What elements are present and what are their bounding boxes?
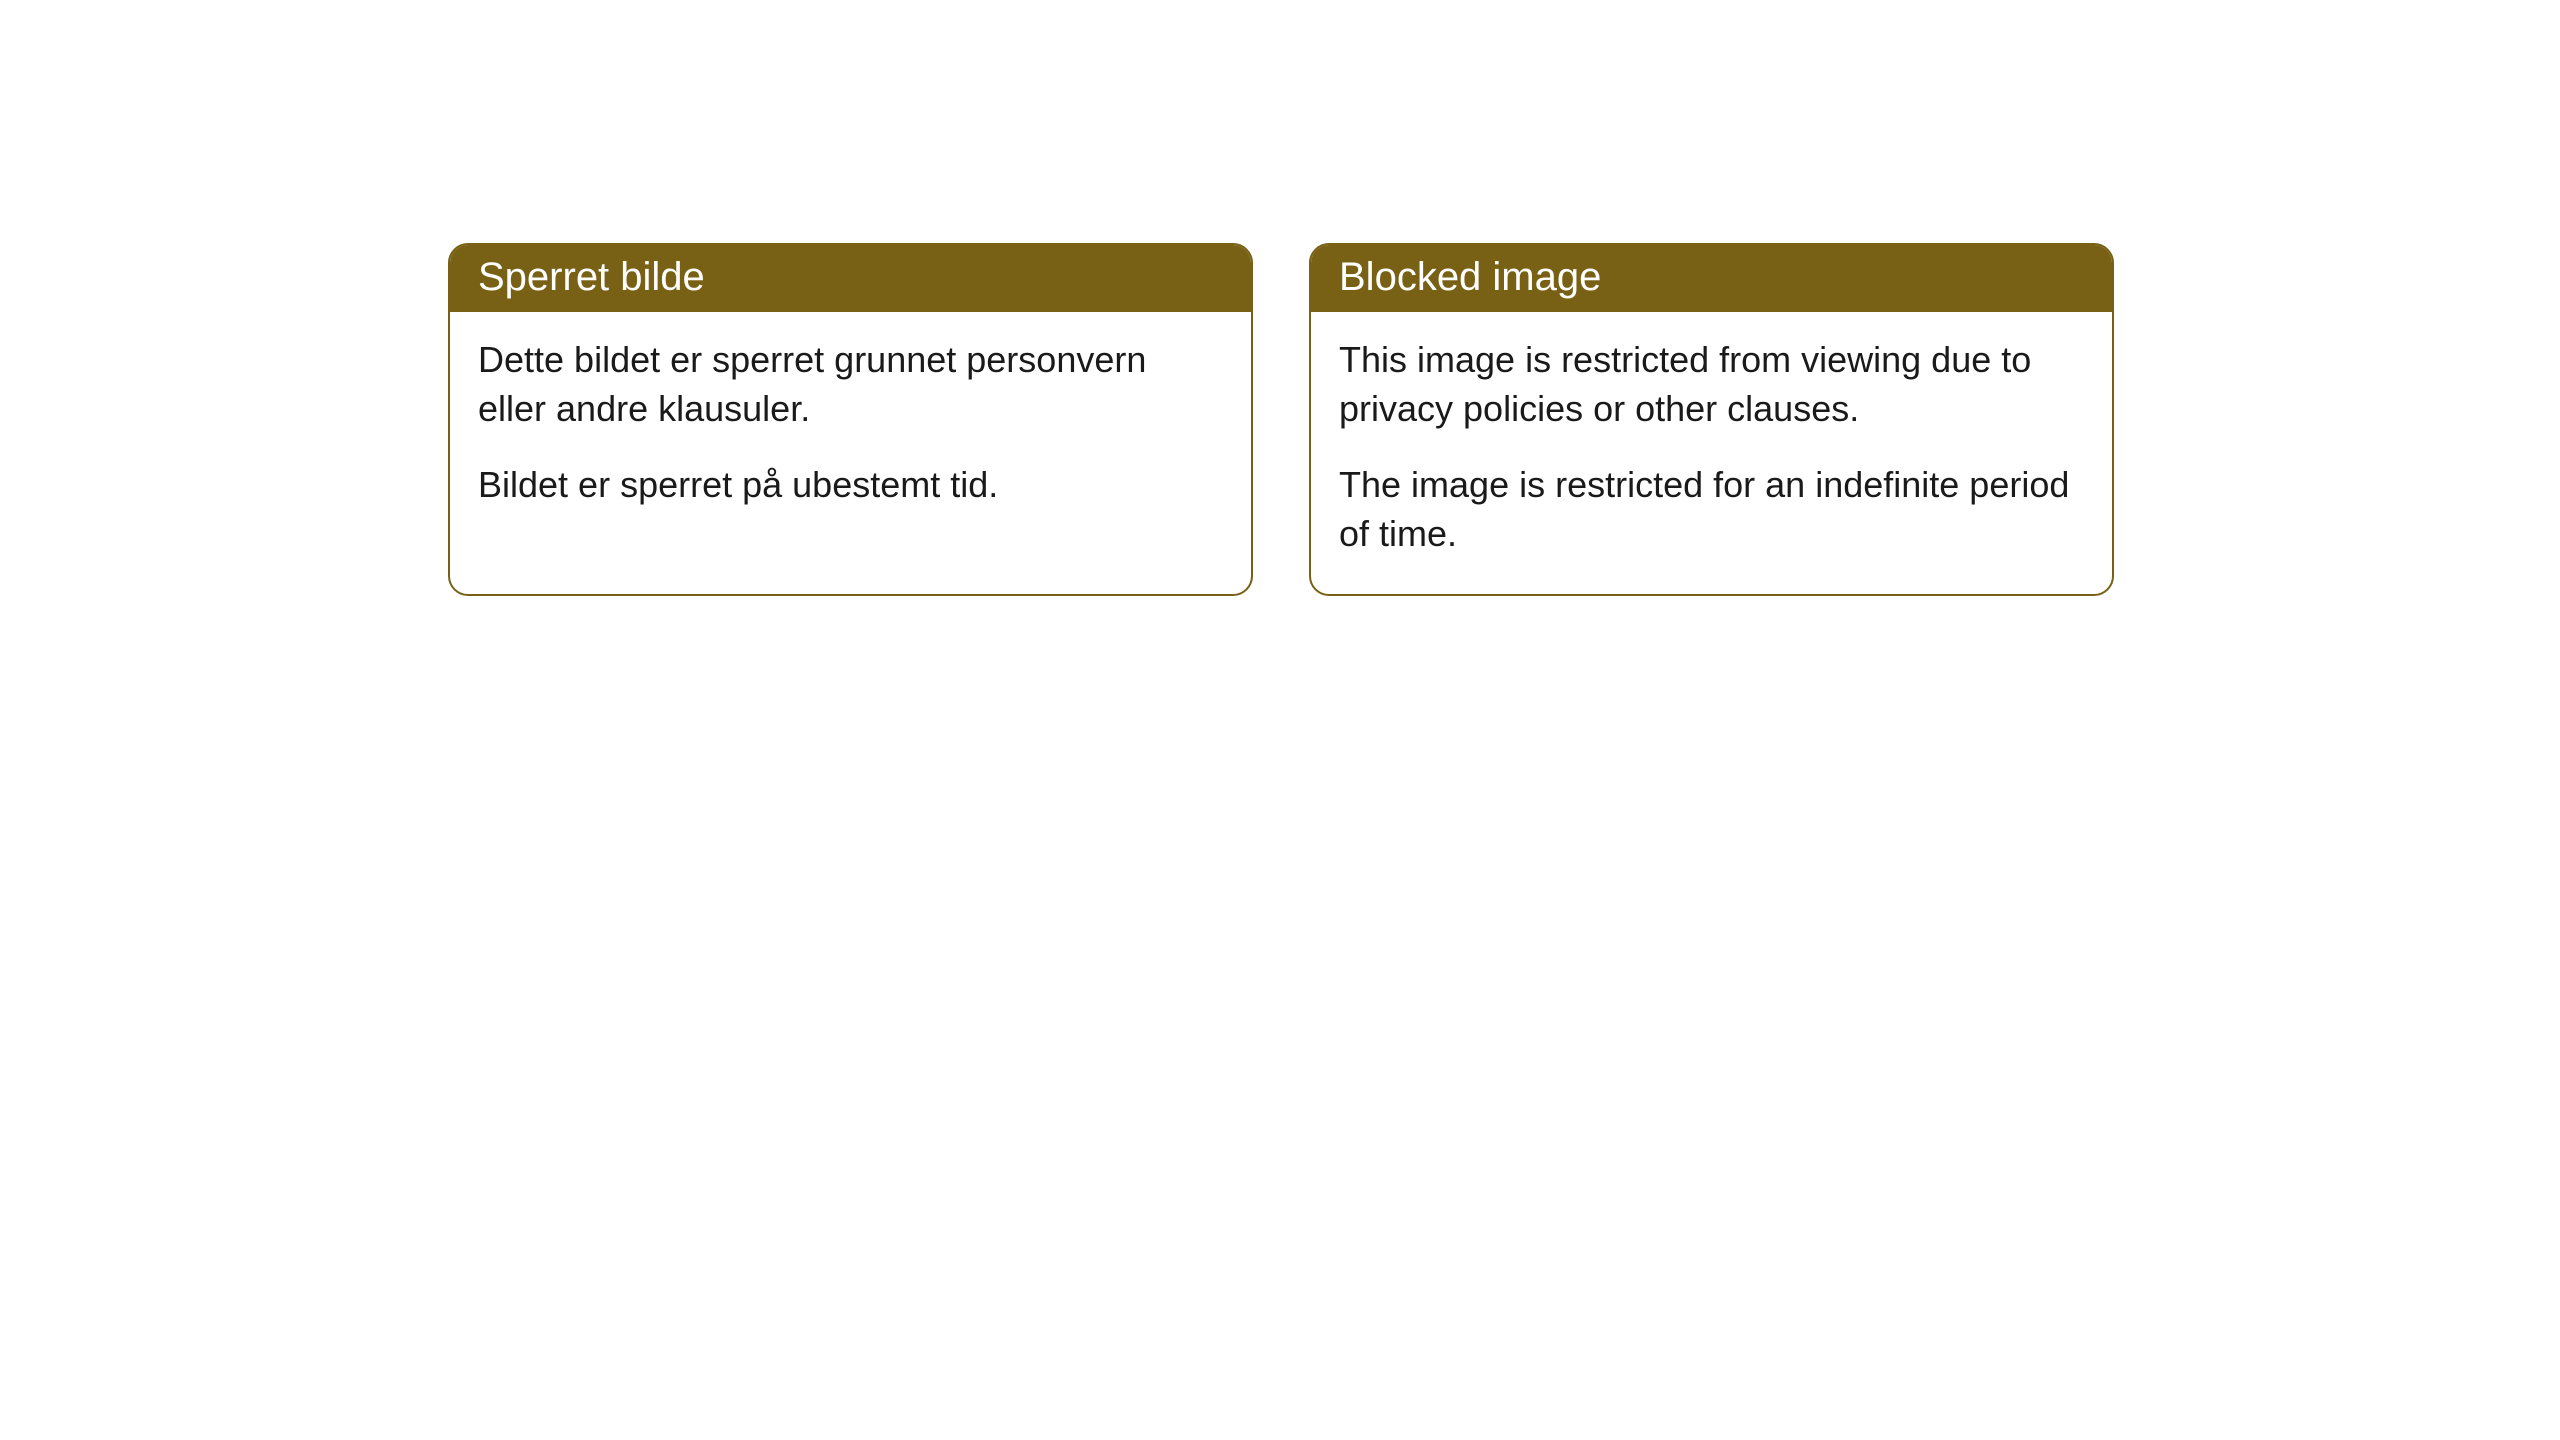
card-title: Blocked image bbox=[1311, 245, 2112, 312]
card-body: Dette bildet er sperret grunnet personve… bbox=[450, 312, 1251, 546]
card-paragraph: The image is restricted for an indefinit… bbox=[1339, 461, 2084, 558]
notice-cards-container: Sperret bilde Dette bildet er sperret gr… bbox=[0, 0, 2560, 596]
card-body: This image is restricted from viewing du… bbox=[1311, 312, 2112, 594]
card-paragraph: Bildet er sperret på ubestemt tid. bbox=[478, 461, 1223, 510]
card-paragraph: This image is restricted from viewing du… bbox=[1339, 336, 2084, 433]
card-title: Sperret bilde bbox=[450, 245, 1251, 312]
blocked-image-card-en: Blocked image This image is restricted f… bbox=[1309, 243, 2114, 596]
card-paragraph: Dette bildet er sperret grunnet personve… bbox=[478, 336, 1223, 433]
blocked-image-card-no: Sperret bilde Dette bildet er sperret gr… bbox=[448, 243, 1253, 596]
